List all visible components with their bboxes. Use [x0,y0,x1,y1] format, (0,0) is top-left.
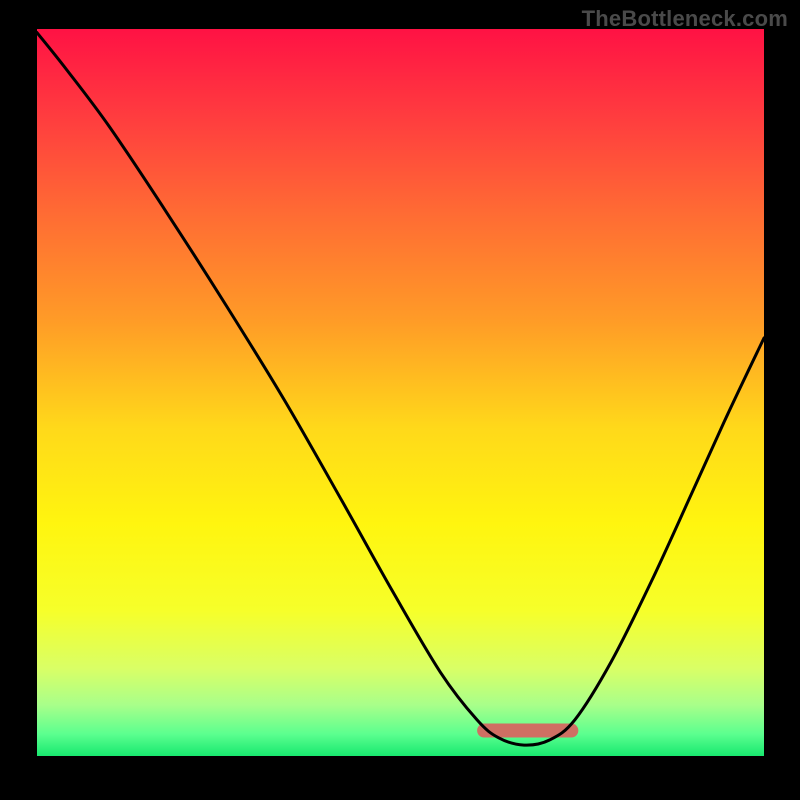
chart-container: TheBottleneck.com [0,0,800,800]
bottleneck-chart [0,0,800,800]
watermark-label: TheBottleneck.com [582,6,788,32]
chart-plot-area [37,29,764,756]
